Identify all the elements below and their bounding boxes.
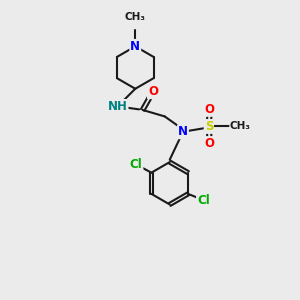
- Text: N: N: [178, 125, 188, 138]
- Text: Cl: Cl: [130, 158, 142, 171]
- Text: NH: NH: [108, 100, 127, 113]
- Text: S: S: [205, 120, 213, 133]
- Text: O: O: [148, 85, 158, 98]
- Text: O: O: [205, 137, 214, 150]
- Text: O: O: [205, 103, 214, 116]
- Text: N: N: [130, 40, 140, 53]
- Text: Cl: Cl: [197, 194, 210, 207]
- Text: CH₃: CH₃: [125, 12, 146, 22]
- Text: CH₃: CH₃: [230, 122, 251, 131]
